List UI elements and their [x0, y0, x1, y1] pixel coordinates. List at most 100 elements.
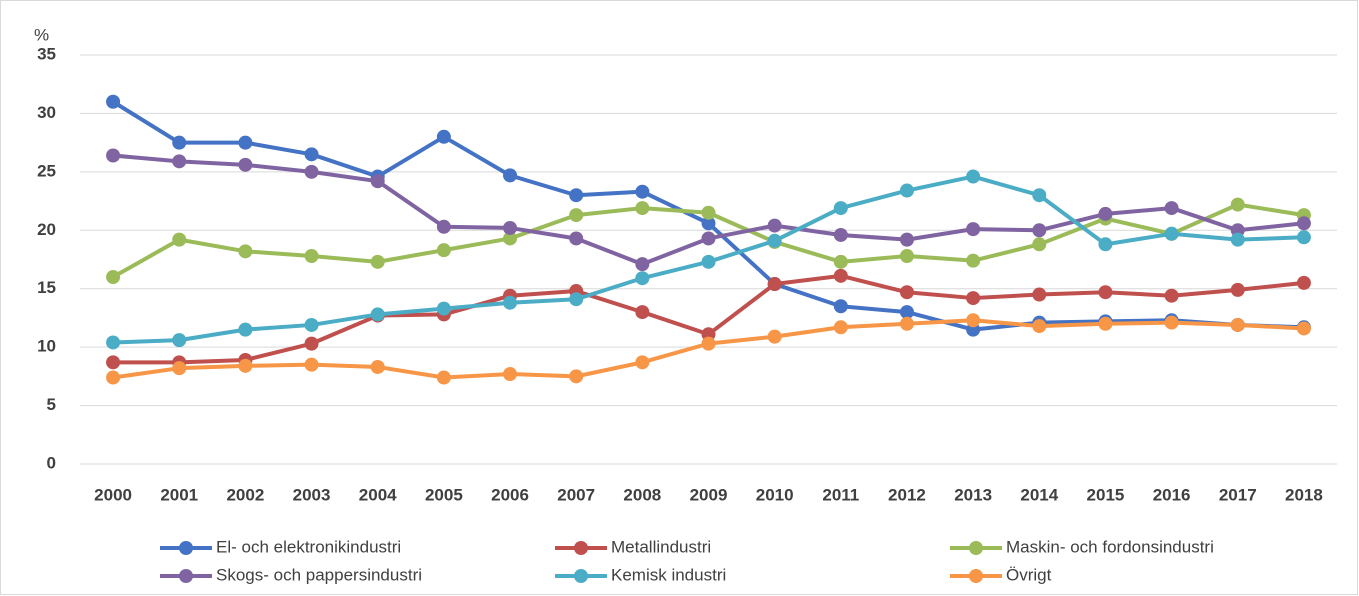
data-point — [767, 277, 782, 292]
legend-marker — [179, 569, 193, 583]
data-point — [172, 361, 187, 376]
y-tick-label: 30 — [37, 103, 56, 122]
y-tick-label: 20 — [37, 220, 56, 239]
data-point — [503, 168, 518, 183]
x-tick-label: 2010 — [756, 485, 794, 504]
data-point — [966, 291, 981, 306]
data-point — [701, 231, 716, 246]
data-point — [436, 370, 451, 385]
data-point — [1098, 285, 1113, 300]
data-point — [370, 360, 385, 375]
data-point — [304, 164, 319, 179]
data-point — [370, 174, 385, 189]
data-point — [635, 257, 650, 272]
data-point — [569, 231, 584, 246]
data-point — [1032, 188, 1047, 203]
data-point — [1230, 282, 1245, 297]
data-point — [899, 183, 914, 198]
x-tick-label: 2011 — [822, 485, 859, 504]
data-point — [172, 154, 187, 169]
x-tick-label: 2008 — [623, 485, 661, 504]
data-point — [106, 335, 121, 350]
legend-marker — [574, 541, 588, 555]
legend-label: Övrigt — [1006, 565, 1052, 584]
data-point — [767, 218, 782, 233]
data-point — [635, 355, 650, 370]
data-point — [1296, 216, 1311, 231]
data-point — [1296, 321, 1311, 336]
y-tick-label: 25 — [37, 161, 56, 180]
x-tick-label: 2000 — [94, 485, 132, 504]
data-point — [701, 254, 716, 269]
data-point — [635, 305, 650, 320]
data-point — [106, 370, 121, 385]
data-point — [899, 248, 914, 263]
data-point — [1032, 237, 1047, 252]
x-tick-label: 2013 — [954, 485, 992, 504]
data-point — [1230, 232, 1245, 247]
data-point — [833, 227, 848, 242]
data-point — [370, 307, 385, 322]
data-point — [899, 285, 914, 300]
data-point — [503, 220, 518, 235]
x-tick-label: 2005 — [425, 485, 463, 504]
data-point — [833, 320, 848, 335]
data-point — [436, 243, 451, 258]
y-tick-label: 15 — [37, 278, 56, 297]
x-tick-label: 2003 — [293, 485, 331, 504]
data-point — [436, 301, 451, 316]
data-point — [172, 135, 187, 150]
data-point — [238, 244, 253, 259]
data-point — [106, 355, 121, 370]
data-point — [436, 129, 451, 144]
data-point — [899, 316, 914, 331]
data-point — [370, 254, 385, 269]
y-axis-label: % — [34, 25, 49, 44]
x-tick-label: 2007 — [557, 485, 595, 504]
legend-marker — [969, 569, 983, 583]
data-point — [966, 222, 981, 237]
x-tick-label: 2012 — [888, 485, 926, 504]
data-point — [569, 292, 584, 307]
data-point — [1164, 288, 1179, 303]
data-point — [1230, 317, 1245, 332]
data-point — [238, 157, 253, 172]
data-point — [1032, 223, 1047, 238]
data-point — [1230, 197, 1245, 212]
data-point — [1098, 316, 1113, 331]
data-point — [966, 313, 981, 328]
data-point — [899, 232, 914, 247]
x-tick-label: 2002 — [226, 485, 264, 504]
x-tick-label: 2017 — [1219, 485, 1257, 504]
data-point — [966, 253, 981, 268]
data-point — [503, 367, 518, 382]
data-point — [899, 305, 914, 320]
data-point — [1164, 315, 1179, 330]
y-tick-label: 5 — [47, 395, 56, 414]
data-point — [569, 188, 584, 203]
data-point — [833, 299, 848, 314]
data-point — [304, 248, 319, 263]
legend-label: Kemisk industri — [611, 565, 726, 584]
data-point — [238, 322, 253, 337]
y-tick-label: 10 — [37, 337, 56, 356]
x-tick-label: 2009 — [690, 485, 728, 504]
x-tick-label: 2001 — [160, 485, 198, 504]
data-point — [1296, 275, 1311, 290]
data-point — [701, 336, 716, 351]
data-point — [1032, 319, 1047, 334]
data-point — [503, 295, 518, 310]
data-point — [569, 369, 584, 384]
y-tick-label: 0 — [47, 453, 56, 472]
data-point — [1098, 237, 1113, 252]
legend-label: Maskin- och fordonsindustri — [1006, 537, 1214, 556]
data-point — [1098, 206, 1113, 221]
data-point — [106, 94, 121, 109]
x-tick-label: 2015 — [1087, 485, 1125, 504]
data-point — [701, 216, 716, 231]
x-tick-label: 2018 — [1285, 485, 1323, 504]
legend-marker — [574, 569, 588, 583]
data-point — [238, 358, 253, 373]
